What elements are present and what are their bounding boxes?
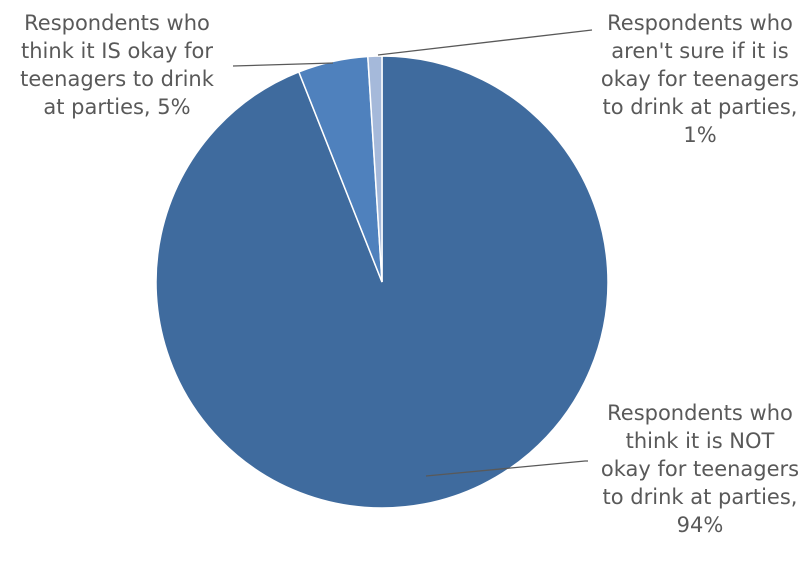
data-label-0-line-4: 94% bbox=[677, 513, 724, 537]
data-labels: Respondents who think it is NOT okay for t… bbox=[20, 11, 799, 537]
data-label-1-line-2: teenagers to drink bbox=[20, 67, 215, 91]
data-label-0-line-3: to drink at parties, bbox=[603, 485, 798, 509]
data-label-0: Respondents who think it is NOT okay for t… bbox=[601, 401, 799, 537]
leader-line-1 bbox=[232, 62, 334, 67]
data-label-2-line-3: to drink at parties, bbox=[603, 95, 798, 119]
pie-slices bbox=[155, 55, 609, 509]
data-label-0-line-0: Respondents who bbox=[607, 401, 793, 425]
data-label-1-line-0: Respondents who bbox=[24, 11, 210, 35]
data-label-1: Respondents who think it IS okay for teena… bbox=[20, 11, 215, 119]
data-label-0-line-1: think it is NOT bbox=[626, 429, 775, 453]
data-label-2-line-1: aren't sure if it is bbox=[611, 39, 788, 63]
leader-line-2 bbox=[377, 29, 593, 56]
data-label-2-line-2: okay for teenagers bbox=[601, 67, 799, 91]
leader-line-0 bbox=[425, 460, 588, 477]
data-label-1-line-1: think it IS okay for bbox=[21, 39, 213, 63]
data-label-0-line-2: okay for teenagers bbox=[601, 457, 799, 481]
data-label-2: Respondents who aren't sure if it is okay … bbox=[601, 11, 799, 147]
data-label-1-line-3: at parties, 5% bbox=[43, 95, 190, 119]
data-label-2-line-4: 1% bbox=[683, 123, 716, 147]
pie-slice-2 bbox=[367, 55, 383, 283]
leader-lines bbox=[232, 29, 593, 477]
data-label-2-line-0: Respondents who bbox=[607, 11, 793, 35]
